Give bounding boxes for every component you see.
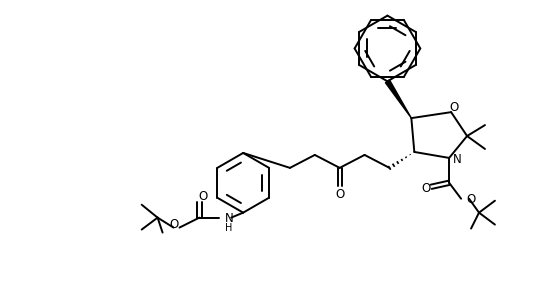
Text: O: O [335, 188, 344, 201]
Polygon shape [385, 80, 411, 118]
Text: O: O [198, 190, 208, 203]
Text: H: H [225, 223, 232, 233]
Text: O: O [449, 101, 459, 114]
Text: O: O [466, 193, 475, 206]
Text: O: O [169, 218, 178, 231]
Text: N: N [453, 153, 461, 166]
Text: N: N [225, 212, 234, 225]
Text: O: O [421, 182, 431, 195]
